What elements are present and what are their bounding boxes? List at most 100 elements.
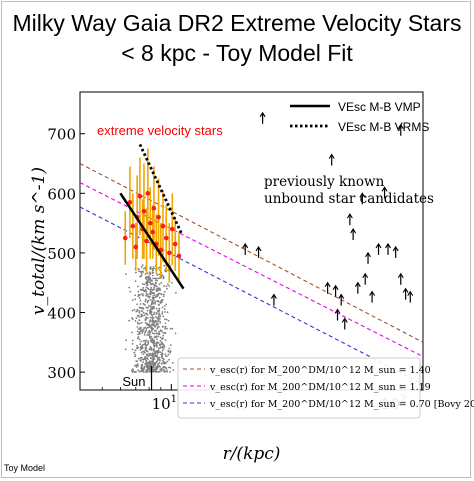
background-star [145, 327, 148, 330]
background-star [141, 288, 144, 291]
background-star [150, 313, 153, 315]
unbound-candidate-marker [385, 242, 391, 255]
background-star [165, 318, 168, 321]
background-star [142, 361, 144, 363]
background-star [153, 346, 156, 348]
background-star [128, 286, 131, 289]
background-star [149, 337, 152, 339]
background-star [140, 348, 142, 350]
background-star [150, 348, 153, 350]
background-star [157, 350, 160, 353]
background-star [155, 307, 158, 310]
background-star [163, 371, 166, 373]
unbound-candidate-marker [359, 192, 366, 205]
background-star [149, 266, 152, 268]
background-star [156, 359, 159, 362]
background-star [157, 370, 160, 373]
background-star [149, 354, 151, 357]
background-star [147, 369, 149, 372]
extreme-star-point [141, 208, 147, 214]
background-star [131, 309, 134, 312]
background-star [165, 303, 168, 306]
background-star [143, 314, 146, 316]
legend-bottom-label: v_esc(r) for M_200^DM/10^12 M_sun = 0.70… [209, 399, 474, 410]
background-star [143, 333, 146, 336]
background-star [167, 319, 170, 322]
background-star [163, 358, 165, 361]
background-star [156, 287, 159, 290]
background-star [139, 270, 142, 273]
unbound-arrow-head [362, 272, 369, 279]
background-star [169, 350, 172, 352]
background-star [158, 311, 160, 313]
unbound-arrow-head [354, 281, 361, 287]
background-star [131, 368, 134, 371]
background-star [158, 358, 161, 361]
background-star [154, 368, 157, 371]
background-star [144, 342, 147, 345]
background-star [141, 293, 144, 295]
background-star [147, 355, 150, 357]
background-star [157, 267, 160, 269]
background-star [144, 321, 147, 324]
background-star [144, 319, 147, 321]
background-star [135, 310, 138, 313]
background-star [156, 365, 159, 367]
unbound-arrow-head [332, 284, 339, 290]
background-star [145, 312, 148, 315]
background-star [156, 300, 159, 302]
unbound-arrow-head [365, 251, 371, 258]
background-star [143, 366, 146, 368]
background-star [167, 349, 170, 352]
background-star [167, 366, 170, 369]
background-star [175, 291, 177, 294]
unbound-candidate-marker [354, 281, 361, 294]
background-star [137, 290, 140, 293]
background-star [152, 348, 155, 351]
y-tick-label: 300 [47, 364, 76, 382]
background-star [141, 358, 144, 361]
background-star [152, 353, 154, 356]
unbound-arrow-head [397, 272, 404, 279]
background-star [141, 283, 144, 285]
background-star [138, 306, 141, 309]
background-star [157, 362, 160, 365]
background-star [159, 368, 162, 371]
background-star [144, 331, 146, 334]
unbound-arrow-head [270, 293, 277, 299]
background-star [144, 363, 147, 365]
background-star [147, 299, 150, 302]
background-star [154, 351, 156, 354]
unbound-candidate-marker [334, 308, 341, 321]
background-star [148, 296, 151, 299]
sun-label: Sun [122, 374, 145, 389]
background-star [155, 324, 158, 326]
background-star [159, 351, 162, 354]
background-star [142, 271, 145, 273]
background-star [162, 344, 165, 346]
background-star [143, 283, 146, 286]
background-star [163, 305, 166, 307]
y-axis-label: v_total/(km s^-1) [29, 167, 49, 315]
background-star [158, 347, 160, 350]
background-star [143, 339, 146, 342]
background-star [138, 370, 141, 373]
background-star [158, 283, 161, 286]
background-star [161, 301, 163, 304]
background-star [165, 285, 168, 287]
background-star [140, 266, 143, 269]
background-star [159, 340, 162, 342]
background-star [168, 347, 171, 350]
background-star [136, 309, 139, 312]
background-star [131, 348, 134, 351]
background-star [166, 311, 169, 314]
background-star [149, 267, 152, 270]
background-star [147, 342, 150, 344]
background-star [144, 300, 147, 303]
background-star [150, 357, 153, 360]
background-star [150, 288, 153, 291]
background-star [158, 356, 161, 359]
background-star [163, 285, 165, 287]
unbound-candidate-marker [338, 293, 345, 306]
